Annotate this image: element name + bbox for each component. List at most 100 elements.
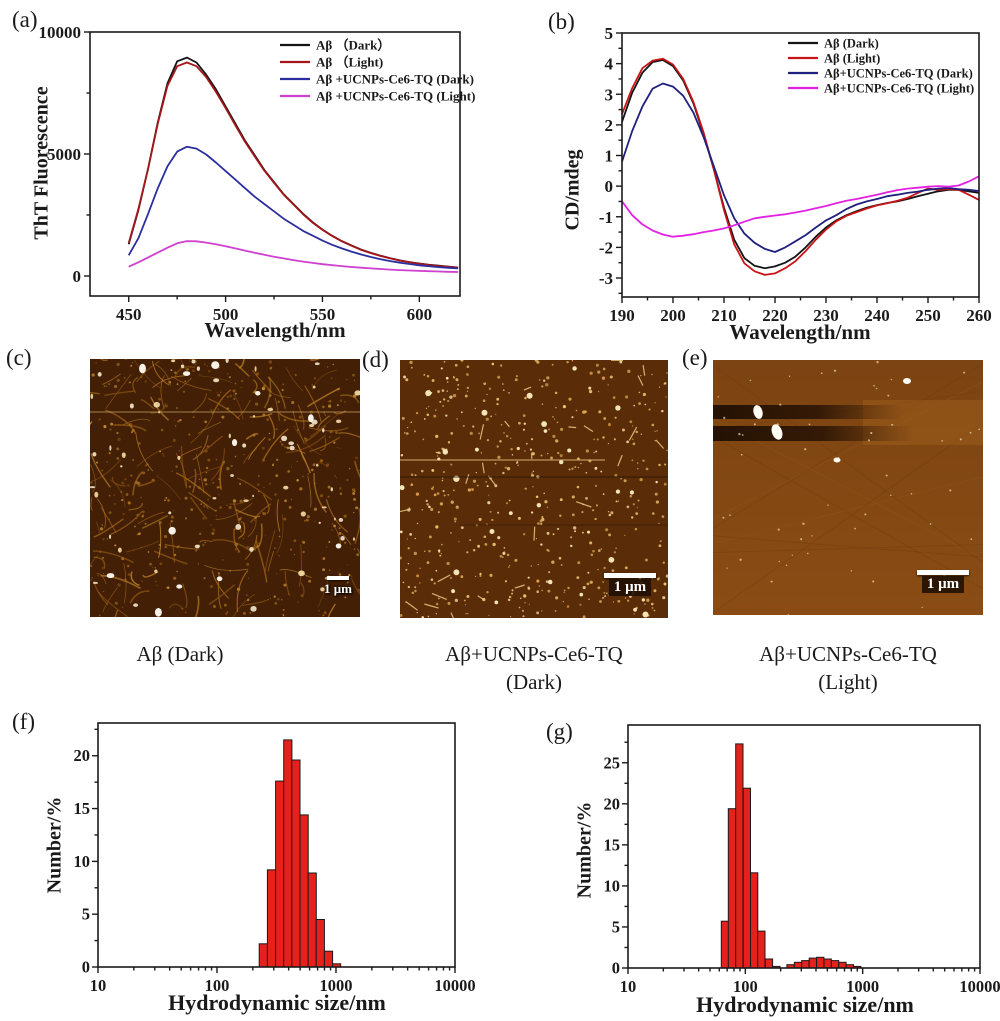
bars — [720, 743, 862, 969]
panel-letter-e: (e) — [682, 345, 708, 370]
legend-label: Aβ +UCNPs-Ce6-TQ (Light) — [316, 89, 475, 104]
chart-g-y-axis-label: Number/% — [573, 801, 596, 899]
series-Aβ (Dark) — [621, 59, 980, 270]
hist-bar — [801, 960, 810, 969]
hist-bar — [291, 759, 301, 968]
hist-bar — [258, 943, 268, 968]
tick-label: 1000 — [846, 977, 879, 996]
tick-label: 0 — [612, 959, 620, 978]
tick-label: 550 — [310, 305, 336, 324]
legend: Aβ (Dark)Aβ (Light)Aβ+UCNPs-Ce6-TQ (Dark… — [788, 37, 974, 96]
legend-label: Aβ (Light) — [824, 52, 880, 66]
plot-box — [627, 724, 981, 969]
tick-label: 1 — [605, 147, 614, 166]
hist-bar — [720, 920, 730, 969]
scale-bar-line — [917, 570, 969, 575]
tick-label: 240 — [864, 306, 890, 325]
chart-b-x-axis-label: Wavelength/nm — [729, 320, 871, 344]
tick-label: 4 — [605, 55, 614, 74]
legend-label: Aβ (Dark) — [824, 37, 879, 51]
tick-label: 10000 — [959, 977, 1000, 996]
caption-d-line2: (Dark) — [506, 670, 562, 694]
hist-bar — [793, 961, 803, 969]
axis-ticks: 190 200 210 220 230 240 250 260 -3 -2 -1 0 1 2 3 4 5 — [599, 24, 992, 325]
tick-label: 25 — [604, 753, 621, 772]
afm-speckle — [90, 359, 360, 617]
tick-label: 15 — [74, 799, 91, 818]
legend-label: Aβ +UCNPs-Ce6-TQ (Dark) — [316, 72, 474, 87]
tick-label: 600 — [407, 305, 433, 324]
tick-label: 10 — [604, 876, 621, 895]
scale-bar-line — [327, 576, 350, 580]
tick-label: 500 — [213, 305, 239, 324]
afm-image-ab-ucnps-light: 1 μm — [713, 360, 983, 615]
size-distribution-chart-f: 10 100 1000 10000 0 5 10 15 20 — [74, 722, 476, 995]
chart-g-x-axis-label: Hydrodynamic size/nm — [696, 992, 914, 1017]
legend-label: Aβ+UCNPs-Ce6-TQ (Dark) — [824, 67, 973, 81]
tick-label: 220 — [762, 306, 788, 325]
panel-letter-g: (g) — [546, 719, 573, 744]
hist-bar — [816, 956, 825, 969]
scale-bar-c: 1 μm — [324, 576, 352, 597]
tick-label: 10000 — [434, 976, 475, 995]
series-lines — [621, 57, 980, 276]
series-lines — [127, 56, 459, 273]
series-Aβ （Light) — [127, 61, 459, 269]
series-Aβ+UCNPs-Ce6-TQ (Dark) — [621, 82, 980, 253]
tick-label: 10000 — [39, 23, 82, 42]
hist-bar — [727, 808, 737, 969]
tick-label: -3 — [599, 269, 613, 288]
legend: Aβ （Dark） Aβ （Light) Aβ +UCNPs-Ce6-TQ (Dar… — [280, 38, 475, 104]
tick-label: 100 — [205, 976, 230, 995]
tht-fluorescence-chart: 450 500 550 600 0 5000 10000 Aβ （Dark） Aβ （Light… — [39, 23, 476, 324]
afm-texture-c — [90, 359, 360, 617]
tick-label: 100 — [733, 977, 758, 996]
caption-d-line1: Aβ+UCNPs-Ce6-TQ — [445, 642, 623, 666]
tick-label: 230 — [813, 306, 839, 325]
hist-bar — [266, 869, 277, 968]
tick-label: 20 — [74, 746, 91, 765]
hist-bar — [838, 961, 847, 969]
tick-label: 1000 — [320, 976, 353, 995]
hist-bar — [315, 919, 325, 968]
tick-label: 10 — [90, 976, 107, 995]
caption-e-line2: (Light) — [818, 670, 878, 694]
tick-label: 450 — [116, 305, 142, 324]
size-distribution-chart-g: 10 100 1000 10000 0 5 10 15 20 25 — [604, 724, 1000, 996]
afm-features — [713, 360, 983, 615]
legend-label: Aβ （Dark） — [316, 38, 390, 53]
scale-bar-d: 1 μm — [604, 573, 656, 596]
tick-label: 200 — [660, 306, 686, 325]
plot-box — [621, 32, 980, 298]
hist-bar — [275, 780, 285, 968]
tick-label: 15 — [604, 835, 621, 854]
hist-bar — [742, 787, 751, 969]
chart-a-x-axis-label: Wavelength/nm — [204, 318, 346, 342]
tick-label: 2 — [605, 116, 614, 135]
chart-a-y-axis-label: ThT Fluorescence — [30, 86, 53, 240]
afm-image-ab-dark: 1 μm — [90, 359, 360, 617]
plot-box — [97, 722, 456, 968]
tick-label: 0 — [82, 958, 90, 977]
caption-e-line1: Aβ+UCNPs-Ce6-TQ — [759, 642, 937, 666]
series-Aβ +UCNPs-Ce6-TQ (Dark) — [127, 145, 459, 270]
caption-e: Aβ+UCNPs-Ce6-TQ (Light) — [710, 640, 986, 696]
tick-label: -1 — [599, 208, 613, 227]
caption-c-line1: Aβ (Dark) — [136, 642, 224, 666]
hist-bar — [757, 930, 766, 969]
tick-label: -2 — [599, 238, 613, 257]
caption-d: Aβ+UCNPs-Ce6-TQ (Dark) — [400, 640, 668, 696]
caption-c: Aβ (Dark) — [80, 640, 280, 668]
scale-bar-e: 1 μm — [917, 570, 969, 593]
hist-bar — [764, 958, 774, 969]
chart-f-x-axis-label: Hydrodynamic size/nm — [168, 990, 386, 1015]
legend-label: Aβ （Light) — [316, 55, 383, 70]
series-Aβ +UCNPs-Ce6-TQ (Light) — [128, 240, 459, 273]
tick-label: 0 — [73, 267, 82, 286]
panel-letter-a: (a) — [12, 7, 38, 32]
chart-b-y-axis-label: CD/mdeg — [561, 149, 584, 231]
bars — [258, 739, 342, 968]
cd-spectra-chart: 190 200 210 220 230 240 250 260 -3 -2 -1 0 1 2 3 4 5 Aβ (… — [599, 24, 992, 325]
afm-image-ab-ucnps-dark: 1 μm — [400, 360, 668, 618]
hist-bar — [830, 960, 840, 969]
